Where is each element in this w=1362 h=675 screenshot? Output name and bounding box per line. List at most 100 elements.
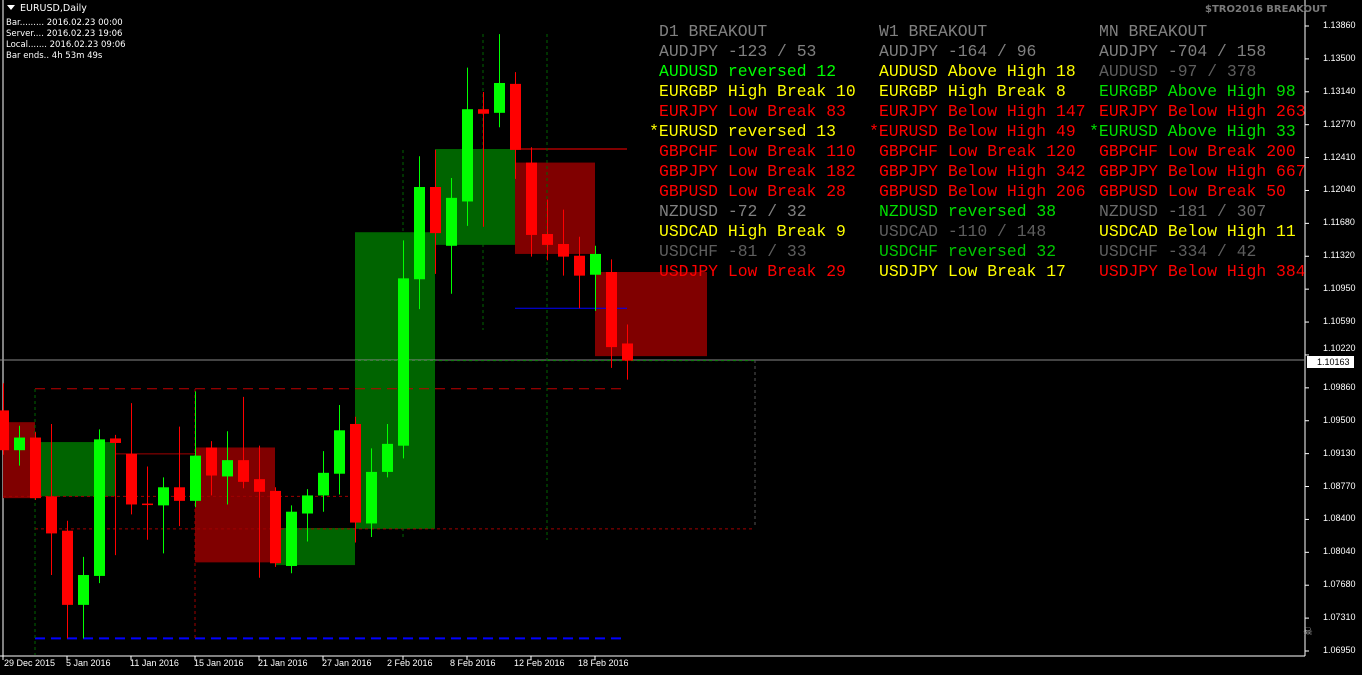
breakout-row: GBPUSD Low Break 50 — [1099, 182, 1286, 201]
price-tick-label: 1.11320 — [1323, 250, 1355, 261]
price-tick-label: 1.13140 — [1323, 85, 1356, 96]
price-tick-label: 1.09500 — [1323, 414, 1356, 425]
collapse-triangle-icon[interactable] — [7, 5, 15, 10]
breakout-header-2: MN BREAKOUT — [1099, 22, 1208, 41]
time-tick-label: 2 Feb 2016 — [387, 658, 433, 668]
bear-candle — [174, 487, 185, 501]
price-tick-label: 1.07680 — [1323, 579, 1356, 590]
symbol-timeframe: EURUSD,Daily — [20, 3, 87, 14]
price-tick-label: 1.12770 — [1323, 118, 1356, 129]
breakout-row: EURGBP High Break 10 — [659, 82, 856, 101]
breakout-row: *EURUSD Above High 33 — [1089, 122, 1296, 141]
time-tick-label: 5 Jan 2016 — [66, 658, 111, 668]
breakout-row: AUDJPY -704 / 158 — [1099, 42, 1267, 61]
breakout-row: EURGBP High Break 8 — [879, 82, 1066, 101]
bear-candle — [30, 437, 41, 499]
bear-candle — [510, 83, 521, 150]
breakout-row: *EURUSD reversed 13 — [649, 122, 836, 141]
price-tick-label: 1.11680 — [1323, 217, 1355, 228]
bull-candle — [494, 82, 505, 113]
breakout-row: USDJPY Low Break 17 — [879, 262, 1066, 281]
bull-candle — [462, 109, 473, 202]
bull-candle — [414, 186, 425, 280]
info-local: Local....... 2016.02.23 09:06 — [6, 40, 126, 50]
bear-candle — [126, 453, 137, 505]
time-tick-label: 8 Feb 2016 — [450, 658, 496, 668]
breakout-row: EURGBP Above High 98 — [1099, 82, 1296, 101]
bull-candle — [158, 487, 169, 506]
bear-candle — [542, 234, 553, 245]
breakout-row: EURJPY Below High 147 — [879, 102, 1086, 121]
price-tick-label: 1.10590 — [1323, 316, 1356, 327]
indicator-brand: $TRO2016 BREAKOUT — [1205, 4, 1327, 15]
bear-candle — [62, 530, 73, 605]
info-server: Server.... 2016.02.23 19:06 — [6, 29, 123, 39]
breakout-row: USDCAD -110 / 148 — [879, 222, 1047, 241]
breakout-row: USDCAD Below High 11 — [1099, 222, 1296, 241]
breakout-row: NZDUSD -181 / 307 — [1099, 202, 1267, 221]
price-tick-label: 1.06950 — [1323, 645, 1356, 655]
breakout-row: AUDUSD -97 / 378 — [1099, 62, 1257, 81]
current-price-label: 1.10163 — [1307, 356, 1354, 368]
breakout-row: USDCHF reversed 32 — [879, 242, 1057, 261]
breakout-header-0: D1 BREAKOUT — [659, 22, 768, 41]
breakout-row: USDJPY Below High 384 — [1099, 262, 1306, 281]
bear-candle — [238, 460, 249, 482]
breakout-row: EURJPY Low Break 83 — [659, 102, 846, 121]
breakout-row: EURJPY Below High 263 — [1099, 102, 1306, 121]
bull-candle — [302, 495, 313, 514]
breakout-row: AUDJPY -164 / 96 — [879, 42, 1037, 61]
bull-candle — [318, 472, 329, 496]
price-tick-label: 1.08770 — [1323, 480, 1356, 491]
bull-candle — [94, 439, 105, 576]
bull-candle — [334, 430, 345, 474]
breakout-row: AUDJPY -123 / 53 — [659, 42, 817, 61]
breakout-row: NZDUSD -72 / 32 — [659, 202, 807, 221]
breakout-row: AUDUSD Above High 18 — [879, 62, 1076, 81]
bull-candle — [222, 460, 233, 477]
bull-candle — [590, 253, 601, 275]
chart-title: EURUSD,Daily — [7, 3, 87, 15]
price-tick-label: 1.13500 — [1323, 52, 1356, 63]
breakout-row: GBPCHF Low Break 110 — [659, 142, 856, 161]
time-tick-label: 27 Jan 2016 — [322, 658, 372, 668]
time-tick-label: 11 Jan 2016 — [130, 658, 179, 668]
breakout-row: *EURUSD Below High 49 — [869, 122, 1076, 141]
price-tick-label: 1.09860 — [1323, 381, 1356, 392]
breakout-row: USDCHF -334 / 42 — [1099, 242, 1257, 261]
bull-candle — [446, 197, 457, 246]
bull-candle — [190, 455, 201, 501]
bear-candle — [574, 255, 585, 276]
bear-candle — [558, 243, 569, 257]
price-tick-label: 1.13860 — [1323, 20, 1356, 30]
breakout-row: GBPJPY Low Break 182 — [659, 162, 856, 181]
info-bar-ends: Bar ends.. 4h 53m 49s — [6, 51, 103, 61]
time-tick-label: 15 Jan 2016 — [194, 658, 244, 668]
bear-candle — [46, 496, 57, 534]
price-tick-label: 1.12040 — [1323, 184, 1356, 195]
info-bar: Bar......... 2016.02.23 00:00 — [6, 18, 123, 28]
price-tick-label: 1.09130 — [1323, 447, 1356, 458]
bull-candle — [366, 471, 377, 524]
bull-candle — [286, 511, 297, 566]
price-tick-label: 1.10220 — [1323, 343, 1356, 353]
breakout-row: GBPUSD Low Break 28 — [659, 182, 846, 201]
breakout-row: USDCHF -81 / 33 — [659, 242, 807, 261]
bear-candle — [0, 410, 9, 451]
bear-candle — [254, 479, 265, 492]
price-tick-label: 1.07310 — [1323, 612, 1356, 623]
bear-candle — [430, 186, 441, 234]
breakout-row: NZDUSD reversed 38 — [879, 202, 1057, 221]
bear-candle — [206, 447, 217, 476]
breakout-row: GBPCHF Low Break 120 — [879, 142, 1076, 161]
bear-candle — [526, 162, 537, 235]
breakout-row: GBPJPY Below High 667 — [1099, 162, 1306, 181]
breakout-row: USDJPY Low Break 29 — [659, 262, 846, 281]
bear-candle — [110, 438, 121, 443]
breakout-row: AUDUSD reversed 12 — [659, 62, 837, 81]
bear-candle — [142, 503, 153, 506]
bull-candle — [78, 575, 89, 605]
breakout-row: GBPCHF Low Break 200 — [1099, 142, 1296, 161]
bull-candle — [14, 437, 25, 451]
